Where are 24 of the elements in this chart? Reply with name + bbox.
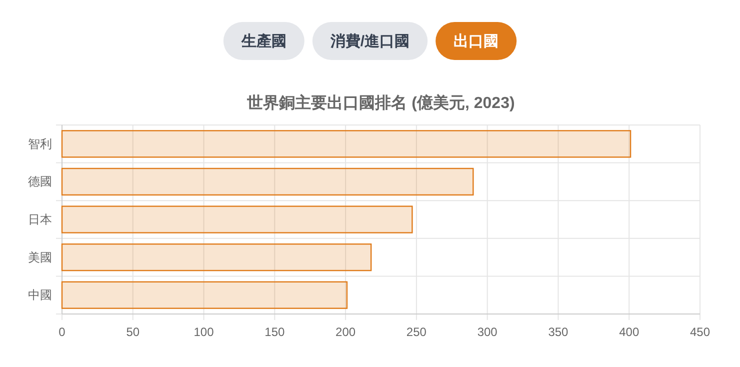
x-tick-label: 350 [548, 325, 569, 339]
x-tick-label: 200 [336, 325, 356, 339]
button: 消費/進口國 [312, 22, 428, 60]
y-tick-label: 中國 [28, 288, 52, 302]
x-tick-label: 400 [619, 325, 640, 339]
y-tick-label: 美國 [28, 250, 52, 264]
bar [61, 168, 474, 196]
y-tick-label: 德國 [28, 174, 52, 189]
y-tick-label: 智利 [28, 136, 52, 151]
chart-title: 世界銅主要出口國排名 (億美元, 2023) [246, 93, 515, 112]
x-tick-label: 150 [264, 325, 285, 339]
x-tick-label: 300 [477, 325, 498, 339]
x-tick-label: 50 [126, 325, 140, 339]
bar [61, 206, 413, 234]
bar [61, 243, 372, 272]
bar [61, 281, 348, 309]
y-tick-label: 日本 [28, 212, 52, 226]
button: 生產國 [223, 22, 304, 60]
x-tick-label: 450 [690, 325, 710, 339]
x-tick-label: 100 [194, 325, 214, 339]
bar [61, 130, 632, 158]
button: 出口國 [436, 22, 517, 60]
x-tick-label: 250 [406, 325, 427, 339]
x-tick-label: 0 [58, 325, 66, 339]
